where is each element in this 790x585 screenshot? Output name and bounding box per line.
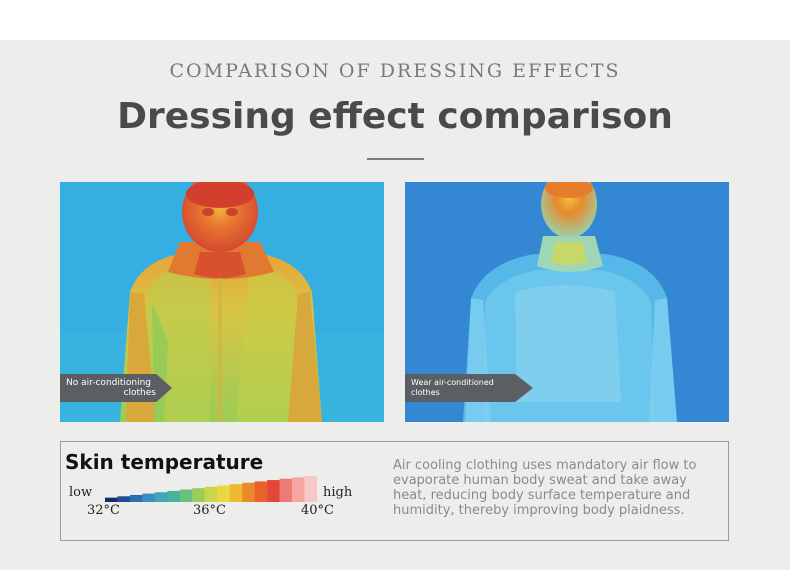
scale-segment [267,480,280,502]
tag-no-ac-line2: clothes [123,388,156,398]
scale-segment [242,482,255,502]
title-divider [367,158,424,160]
scale-segment [129,494,143,502]
legend-title: Skin temperature [65,450,264,474]
scale-segment [279,478,293,502]
tag-no-ac-line1: No air-conditioning [66,378,152,388]
tag-with-ac: Wear air-conditioned clothes [405,374,533,402]
legend-tick-40: 40°C [301,503,334,518]
scale-segment [167,490,181,502]
scale-segment [217,485,231,502]
temperature-color-scale [105,476,317,502]
scale-segment [142,493,156,502]
thermal-figure-warm [60,182,384,422]
scale-segment [192,488,206,502]
tag-with-ac-line1: Wear air-conditioned [411,378,494,387]
thermal-image-with-ac: Wear air-conditioned clothes [405,182,729,422]
section-eyebrow: COMPARISON OF DRESSING EFFECTS [169,60,621,82]
thermal-image-no-ac: No air-conditioning clothes [60,182,384,422]
scale-segment [254,481,268,502]
tag-with-ac-line2: clothes [411,388,440,397]
scale-segment [117,496,131,502]
temperature-legend-box: Skin temperature low high 32°C 36°C 40°C… [60,441,729,541]
tag-no-ac: No air-conditioning clothes [60,374,172,402]
scale-segment [105,497,118,502]
legend-high-label: high [323,485,353,500]
scale-segment [304,476,317,502]
page-title: Dressing effect comparison [117,96,673,137]
legend-tick-32: 32°C [87,503,120,518]
scale-segment [179,489,193,502]
legend-low-label: low [69,485,93,500]
scale-segment [154,492,168,502]
scale-segment [292,477,305,502]
cooling-description: Air cooling clothing uses mandatory air … [393,458,697,518]
scale-segment [204,486,218,502]
legend-tick-36: 36°C [193,503,226,518]
scale-segment [229,484,243,502]
